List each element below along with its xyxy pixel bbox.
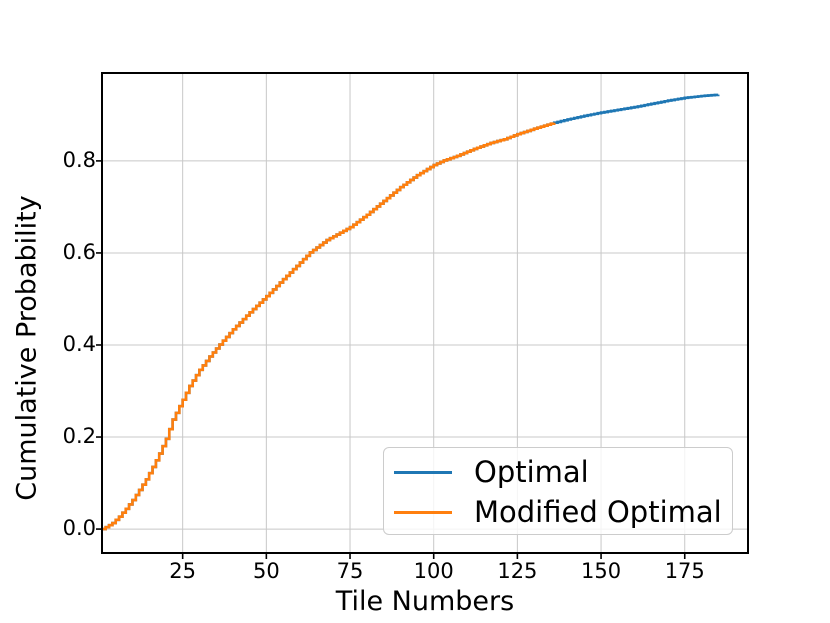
gridlines bbox=[102, 73, 748, 553]
x-tick-label: 100 bbox=[413, 559, 454, 583]
curve-modified-optimal bbox=[102, 122, 556, 531]
x-tick-label: 50 bbox=[252, 559, 280, 583]
x-tick-label: 175 bbox=[664, 559, 705, 583]
legend-line-sample-modified-optimal bbox=[394, 510, 452, 514]
x-axis-label: Tile Numbers bbox=[335, 586, 515, 617]
y-tick-label: 0.6 bbox=[62, 239, 96, 264]
y-axis-label: Cumulative Probability bbox=[11, 195, 43, 501]
x-tick-label: 75 bbox=[336, 559, 364, 583]
legend: Optimal Modified Optimal bbox=[383, 447, 733, 535]
y-tick-label: 0.0 bbox=[62, 516, 96, 541]
x-tick-label: 125 bbox=[497, 559, 538, 583]
x-tick-label: 25 bbox=[169, 559, 197, 583]
y-tick-label: 0.8 bbox=[62, 147, 96, 172]
legend-line-sample-optimal bbox=[394, 470, 452, 474]
legend-item-modified-optimal: Modified Optimal bbox=[394, 492, 732, 532]
data-curves bbox=[102, 93, 720, 531]
tick-marks bbox=[96, 160, 686, 559]
y-tick-label: 0.4 bbox=[62, 331, 96, 356]
legend-label-optimal: Optimal bbox=[474, 455, 589, 489]
legend-label-modified-optimal: Modified Optimal bbox=[474, 495, 722, 529]
legend-item-optimal: Optimal bbox=[394, 452, 732, 492]
x-tick-label: 150 bbox=[581, 559, 622, 583]
y-tick-label: 0.2 bbox=[62, 424, 96, 449]
axes-spines bbox=[101, 72, 749, 554]
